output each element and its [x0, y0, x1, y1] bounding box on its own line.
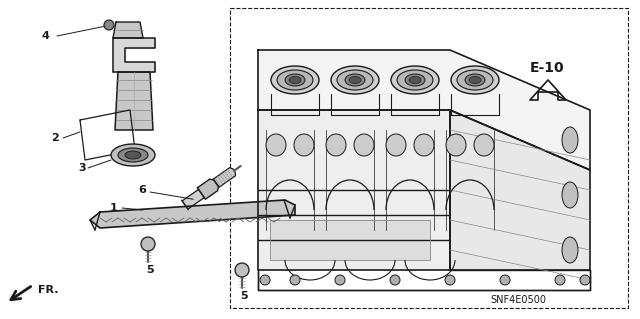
Ellipse shape — [326, 134, 346, 156]
Text: 3: 3 — [78, 163, 86, 173]
Text: 2: 2 — [51, 133, 59, 143]
Ellipse shape — [271, 66, 319, 94]
Ellipse shape — [266, 134, 286, 156]
Circle shape — [335, 275, 345, 285]
Polygon shape — [258, 50, 590, 170]
Ellipse shape — [349, 77, 361, 84]
Circle shape — [555, 275, 565, 285]
Ellipse shape — [118, 148, 148, 162]
Circle shape — [390, 275, 400, 285]
Ellipse shape — [345, 74, 365, 86]
Ellipse shape — [474, 134, 494, 156]
Ellipse shape — [457, 70, 493, 90]
Polygon shape — [197, 179, 218, 199]
Ellipse shape — [125, 151, 141, 159]
Circle shape — [445, 275, 455, 285]
Polygon shape — [113, 22, 143, 38]
Ellipse shape — [446, 134, 466, 156]
Text: SNF4E0500: SNF4E0500 — [490, 295, 546, 305]
Ellipse shape — [562, 127, 578, 153]
Ellipse shape — [469, 77, 481, 84]
Text: 5: 5 — [146, 265, 154, 275]
Circle shape — [235, 263, 249, 277]
Ellipse shape — [397, 70, 433, 90]
Ellipse shape — [331, 66, 379, 94]
Ellipse shape — [289, 77, 301, 84]
Ellipse shape — [337, 70, 373, 90]
Text: 5: 5 — [240, 291, 248, 301]
Ellipse shape — [414, 134, 434, 156]
Circle shape — [260, 275, 270, 285]
Text: 1: 1 — [110, 203, 118, 213]
Ellipse shape — [391, 66, 439, 94]
Text: 6: 6 — [138, 185, 146, 195]
Text: E-10: E-10 — [530, 61, 564, 75]
Ellipse shape — [409, 77, 421, 84]
Polygon shape — [270, 220, 430, 260]
Text: 4: 4 — [41, 31, 49, 41]
Circle shape — [500, 275, 510, 285]
Polygon shape — [90, 200, 295, 228]
Circle shape — [580, 275, 590, 285]
Ellipse shape — [111, 144, 155, 166]
Polygon shape — [530, 80, 566, 100]
Circle shape — [104, 20, 114, 30]
Polygon shape — [113, 38, 155, 72]
Circle shape — [141, 237, 155, 251]
Ellipse shape — [451, 66, 499, 94]
Polygon shape — [450, 110, 590, 270]
Ellipse shape — [562, 182, 578, 208]
Polygon shape — [258, 110, 450, 270]
Ellipse shape — [405, 74, 425, 86]
Ellipse shape — [285, 74, 305, 86]
Ellipse shape — [277, 70, 313, 90]
Ellipse shape — [562, 237, 578, 263]
Ellipse shape — [386, 134, 406, 156]
Ellipse shape — [465, 74, 485, 86]
Polygon shape — [182, 189, 204, 209]
Polygon shape — [213, 168, 236, 187]
Polygon shape — [115, 72, 153, 130]
Text: FR.: FR. — [38, 285, 58, 295]
Ellipse shape — [354, 134, 374, 156]
Ellipse shape — [294, 134, 314, 156]
Circle shape — [290, 275, 300, 285]
